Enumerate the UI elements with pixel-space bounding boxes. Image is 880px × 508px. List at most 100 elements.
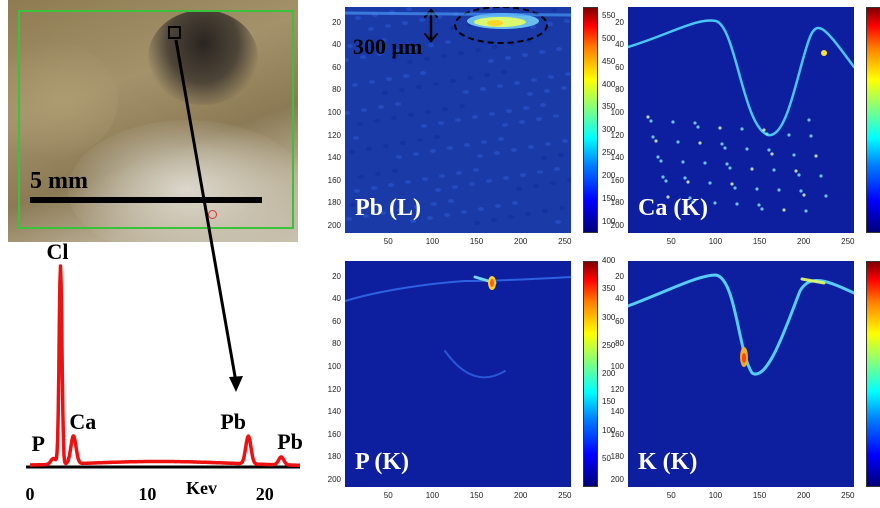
y-tick-label: 80 [615, 339, 624, 349]
map-element-label: Ca (K) [638, 195, 708, 221]
scan-region-box [18, 10, 294, 229]
x-tick-label: 150 [752, 237, 767, 246]
y-tick-label: 100 [327, 362, 341, 371]
y-tick-label: 40 [332, 40, 341, 50]
colorbar [866, 7, 880, 233]
y-tick-label: 160 [327, 429, 341, 439]
colorbar-tick-label: 250 [602, 148, 616, 158]
map-element-label: Pb (L) [355, 195, 421, 221]
y-tick-label: 40 [332, 294, 341, 304]
scale-bar [30, 197, 262, 203]
x-tick-label: 100 [425, 237, 440, 246]
y-tick-label: 180 [327, 452, 341, 462]
colorbar [583, 7, 598, 233]
x-tick-label: 100 [708, 237, 723, 246]
spectrum-series-line [28, 264, 302, 467]
map-image [628, 7, 854, 233]
y-tick-label: 60 [615, 316, 624, 326]
peak-label-p: P [31, 431, 45, 457]
x-tick-label: 50 [383, 491, 393, 500]
y-tick-label: 120 [327, 130, 341, 140]
y-tick-label: 140 [610, 407, 624, 417]
spectrum-plot [26, 264, 302, 469]
x-tick-label: 250 [558, 237, 572, 246]
y-tick-label: 100 [610, 108, 624, 117]
red-spot [208, 210, 217, 219]
spectrum-x-tick: 10 [138, 484, 157, 504]
y-tick-label: 60 [615, 62, 624, 72]
peak-label-pb: Pb [220, 409, 247, 435]
xrf-spectrum: P Cl Ca Pb Pb 0 10 20 Kev [0, 239, 310, 508]
element-map-0: 20 40 60 80 100 120 140 160 180 200 50 100 150 200 250… [313, 2, 616, 252]
peak-label-pb: Pb [277, 429, 303, 455]
x-tick-label: 150 [469, 491, 484, 500]
y-tick-label: 180 [610, 198, 624, 208]
colorbar-tick-label: 550 [602, 11, 616, 21]
colorbar-tick-label: 350 [602, 284, 616, 294]
peak-label-ca: Ca [69, 409, 97, 435]
x-tick-label: 50 [666, 491, 676, 500]
colorbar-tick-label: 400 [602, 256, 616, 265]
x-tick-label: 50 [383, 237, 393, 246]
colorbar-tick-label: 100 [602, 216, 616, 226]
colorbar [866, 261, 880, 487]
y-tick-label: 200 [327, 475, 341, 484]
x-tick-label: 100 [425, 491, 440, 500]
thickness-label: 300 μm [353, 34, 423, 59]
y-tick-label: 160 [610, 175, 624, 185]
colorbar-tick-label: 350 [602, 102, 616, 112]
y-tick-label: 100 [327, 108, 341, 117]
spectrum-x-tick: 20 [255, 484, 274, 504]
y-tick-label: 40 [615, 294, 624, 304]
colorbar-tick-label: 50 [602, 453, 611, 463]
left-fold [8, 40, 118, 160]
colorbar-tick-label: 150 [602, 193, 616, 203]
colorbar-tick-label: 200 [602, 369, 616, 378]
x-tick-label: 200 [513, 237, 528, 246]
dark-lesion [148, 10, 258, 105]
colorbar-tick-label: 100 [602, 425, 616, 435]
y-tick-label: 80 [615, 85, 624, 95]
analysis-point-marker [168, 26, 181, 39]
y-tick-label: 120 [327, 384, 341, 394]
element-map-1: 20 40 60 80 100 120 140 160 180 200 50 100 150 200 250… [596, 2, 880, 252]
y-tick-label: 200 [610, 221, 624, 230]
y-tick-label: 180 [327, 198, 341, 208]
y-tick-label: 200 [610, 475, 624, 484]
element-map-2: 20 40 60 80 100 120 140 160 180 200 50 100 150 200 250… [313, 256, 616, 506]
y-tick-label: 80 [332, 85, 341, 95]
y-tick-label: 140 [610, 153, 624, 163]
y-tick-label: 100 [610, 362, 624, 371]
x-tick-label: 250 [841, 491, 855, 500]
x-tick-label: 100 [708, 491, 723, 500]
y-tick-label: 160 [327, 175, 341, 185]
y-tick-label: 120 [610, 384, 624, 394]
y-tick-label: 80 [332, 339, 341, 349]
x-axis-label: Kev [186, 478, 217, 498]
x-tick-label: 200 [796, 491, 811, 500]
y-tick-label: 160 [610, 429, 624, 439]
x-tick-label: 200 [513, 491, 528, 500]
colorbar-tick-label: 200 [602, 170, 616, 180]
x-tick-label: 50 [666, 237, 676, 246]
y-tick-label: 20 [615, 271, 624, 281]
light-region [68, 120, 298, 242]
map-image [628, 261, 854, 487]
spectrum-x-tick: 0 [25, 484, 35, 504]
y-tick-label: 140 [327, 153, 341, 163]
x-tick-label: 250 [841, 237, 855, 246]
y-tick-label: 20 [332, 271, 341, 281]
y-tick-label: 60 [332, 62, 341, 72]
x-tick-label: 150 [752, 491, 767, 500]
y-tick-label: 200 [327, 221, 341, 230]
y-tick-label: 20 [615, 17, 624, 27]
y-tick-label: 180 [610, 452, 624, 462]
colorbar-tick-label: 250 [602, 340, 616, 350]
colorbar-tick-label: 300 [602, 125, 616, 135]
colorbar-tick-label: 150 [602, 397, 616, 407]
element-map-3: 20 40 60 80 100 120 140 160 180 200 50 100 150 200 250… [596, 256, 880, 506]
sample-photo: 5 mm [8, 0, 298, 242]
y-tick-label: 20 [332, 17, 341, 27]
y-tick-label: 40 [615, 40, 624, 50]
scale-label: 5 mm [30, 168, 88, 194]
